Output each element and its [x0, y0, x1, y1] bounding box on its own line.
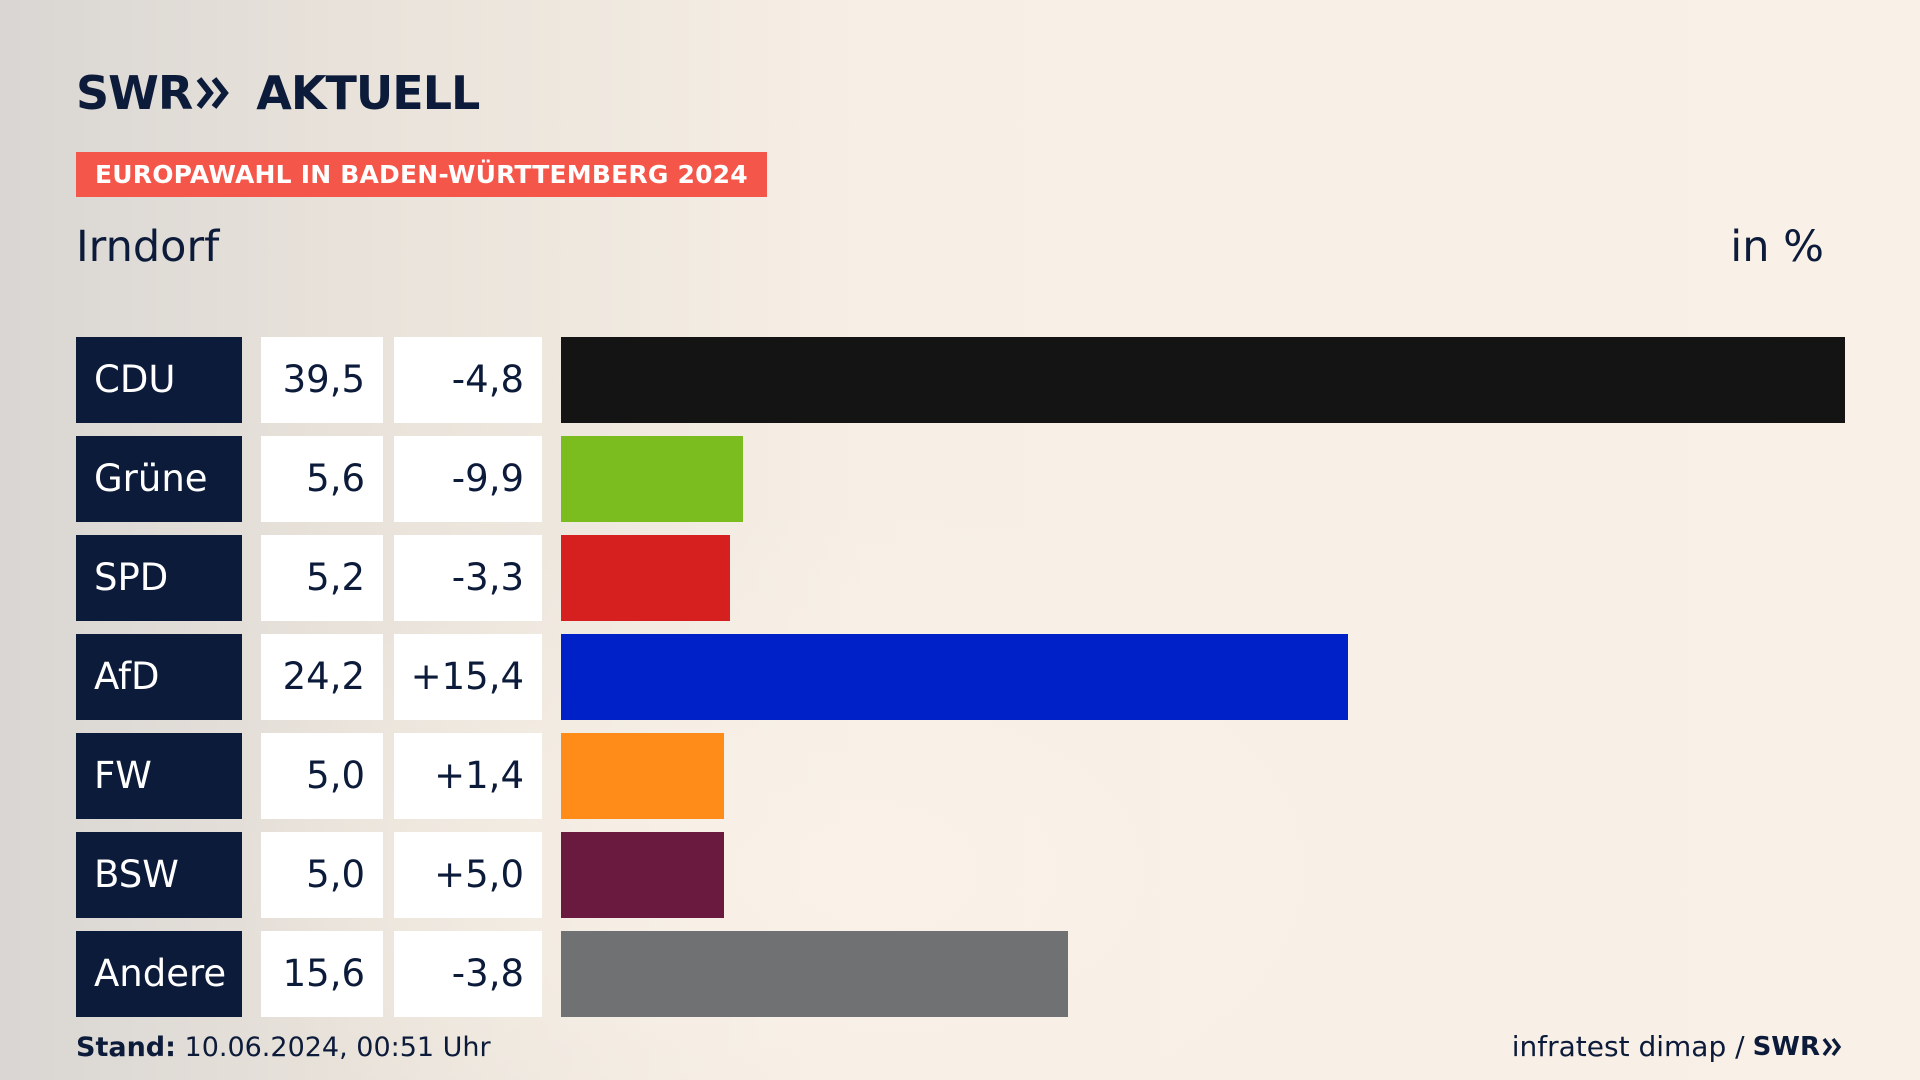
result-bar — [561, 733, 724, 819]
value-label: 5,0 — [261, 832, 383, 918]
change-label: -4,8 — [394, 337, 542, 423]
swr-footer-text: SWR — [1752, 1031, 1820, 1062]
unit-label: in % — [1730, 222, 1824, 272]
change-label: +15,4 — [394, 634, 542, 720]
party-label: CDU — [76, 337, 242, 423]
change-label: -3,3 — [394, 535, 542, 621]
change-label: +5,0 — [394, 832, 542, 918]
chevron-right-icon — [196, 76, 232, 110]
swr-footer-logo: SWR — [1753, 1032, 1844, 1062]
party-label: BSW — [76, 832, 242, 918]
value-label: 5,2 — [261, 535, 383, 621]
party-label: AfD — [76, 634, 242, 720]
source-text: infratest dimap / — [1511, 1030, 1745, 1063]
change-label: -3,8 — [394, 931, 542, 1017]
value-label: 15,6 — [261, 931, 383, 1017]
election-badge: EUROPAWAHL IN BADEN-WÜRTTEMBERG 2024 — [76, 152, 767, 197]
value-label: 39,5 — [261, 337, 383, 423]
value-label: 5,6 — [261, 436, 383, 522]
result-bar — [561, 634, 1348, 720]
result-bar — [561, 436, 743, 522]
stand-value: 10.06.2024, 00:51 Uhr — [184, 1032, 491, 1063]
party-label: SPD — [76, 535, 242, 621]
chevron-right-icon — [1822, 1037, 1842, 1056]
timestamp: Stand: 10.06.2024, 00:51 Uhr — [76, 1032, 491, 1063]
value-label: 5,0 — [261, 733, 383, 819]
value-label: 24,2 — [261, 634, 383, 720]
change-label: -9,9 — [394, 436, 542, 522]
party-label: Grüne — [76, 436, 242, 522]
party-label: FW — [76, 733, 242, 819]
aktuell-logo-text: AKTUELL — [256, 66, 480, 120]
result-bar — [561, 337, 1845, 423]
swr-aktuell-logo: SWR AKTUELL — [76, 66, 480, 120]
result-bar — [561, 832, 724, 918]
change-label: +1,4 — [394, 733, 542, 819]
stand-label: Stand: — [76, 1032, 176, 1063]
party-label: Andere — [76, 931, 242, 1017]
swr-logo-text: SWR — [76, 66, 193, 120]
result-bar — [561, 535, 730, 621]
result-bar — [561, 931, 1068, 1017]
source-credit: infratest dimap / SWR — [1512, 1030, 1844, 1063]
place-title: Irndorf — [76, 222, 220, 272]
